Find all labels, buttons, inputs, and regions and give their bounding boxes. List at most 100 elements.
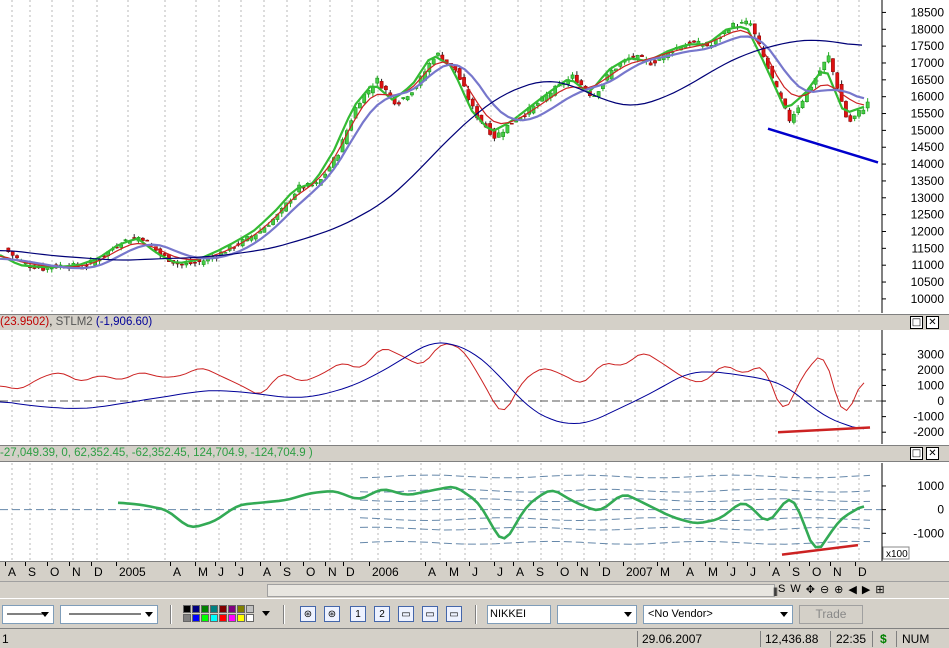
palette-swatch[interactable] [201, 605, 209, 613]
toolbar-separator [475, 605, 477, 624]
date-axis-label: D [858, 565, 867, 579]
zoom-in-icon[interactable]: ⊕ [834, 584, 844, 596]
candle-up [570, 74, 575, 79]
status-divider [896, 631, 897, 647]
indicator1-restore-button[interactable]: □ [910, 316, 923, 329]
ind1-y-tick-label: 2000 [917, 363, 944, 377]
candle-up [314, 182, 319, 185]
date-axis-label: N [580, 565, 589, 579]
date-axis-tick [170, 562, 171, 566]
candle-up [861, 109, 866, 115]
palette-swatch[interactable] [192, 605, 200, 613]
palette-swatch[interactable] [183, 614, 191, 622]
window-1-icon[interactable]: 1 [350, 606, 366, 622]
date-axis-tick [5, 562, 6, 566]
ind2-band-line [359, 488, 871, 493]
layout-icon[interactable]: ▭ [422, 606, 438, 622]
trade-button[interactable]: Trade [799, 605, 863, 624]
zoom-out-icon[interactable]: ⊖ [819, 584, 830, 596]
date-axis-label: N [72, 565, 81, 579]
date-axis-tick [91, 562, 92, 566]
date-axis-label: J [497, 565, 503, 579]
ind2-band-line [359, 517, 871, 522]
chart-properties-icon[interactable]: ⊛ [300, 606, 316, 622]
vendor-select[interactable]: <No Vendor> [643, 605, 793, 624]
candle-down [848, 115, 853, 122]
layout-icon[interactable]: ▭ [446, 606, 462, 622]
scale-s-button[interactable]: S [778, 583, 786, 595]
date-axis-label: A [263, 565, 272, 579]
date-axis-tick [325, 562, 326, 566]
layout-icon[interactable]: ▭ [398, 606, 414, 622]
pan-icon[interactable]: ✥ [805, 584, 815, 596]
moving-average-fast-line [0, 25, 865, 268]
scroll-left-icon[interactable]: ◀ [848, 584, 857, 596]
color-dropdown[interactable] [252, 605, 274, 624]
date-axis-tick [557, 562, 558, 566]
date-axis-tick [513, 562, 514, 566]
long-average-line [0, 39, 863, 261]
date-axis-tick [789, 562, 790, 566]
candle-down [15, 255, 19, 259]
date-axis-tick [446, 562, 447, 566]
status-date: 29.06.2007 [642, 632, 703, 646]
ind2-trendline [781, 543, 859, 556]
palette-swatch[interactable] [219, 605, 227, 613]
horizontal-scrollbar[interactable]: ||| [267, 584, 778, 597]
status-bar: 1 29.06.2007 12,436.88 22:35 $ NUM [0, 628, 949, 648]
line-style-select[interactable] [60, 605, 158, 624]
price-chart-pane[interactable]: 18500 18000 17500 17000 16500 16000 15500 15000… [0, 0, 949, 313]
date-axis-label: D [346, 565, 355, 579]
palette-swatch[interactable] [228, 605, 236, 613]
palette-swatch[interactable] [210, 614, 218, 622]
palette-swatch[interactable] [246, 614, 254, 622]
color-palette[interactable] [183, 605, 254, 622]
symbol-input[interactable]: NIKKEI [487, 605, 551, 624]
toolbar-separator [283, 605, 285, 624]
scale-w-button[interactable]: W [790, 583, 801, 595]
date-axis-tick [855, 562, 856, 566]
palette-swatch[interactable] [219, 614, 227, 622]
scroll-right-icon[interactable]: ▶ [861, 584, 871, 596]
candle-down [787, 109, 792, 122]
price-y-tick-label: 13000 [911, 191, 945, 205]
candle-down [6, 247, 11, 252]
exchange-select[interactable] [557, 605, 637, 624]
candle-up [739, 22, 744, 24]
palette-swatch[interactable] [237, 614, 245, 622]
palette-swatch[interactable] [183, 605, 191, 613]
candle-up [792, 114, 796, 123]
chart-template-icon[interactable]: ⊛ [324, 606, 340, 622]
grid-icon[interactable]: ⊞ [875, 584, 885, 596]
palette-swatch[interactable] [246, 605, 254, 613]
indicator2-close-button[interactable]: ✕ [926, 447, 939, 460]
palette-swatch[interactable] [192, 614, 200, 622]
price-y-tick-label: 14000 [911, 157, 945, 171]
palette-swatch[interactable] [201, 614, 209, 622]
indicator2-chart[interactable]: 1000 0 -1000 x100 [0, 463, 949, 561]
indicator1-value: (23.9502) [0, 316, 50, 328]
status-divider [637, 631, 638, 647]
date-axis-label: 2006 [372, 565, 399, 579]
indicator2-restore-button[interactable]: □ [910, 447, 923, 460]
candle-up [731, 22, 735, 28]
currency-icon[interactable]: $ [880, 632, 887, 646]
price-chart[interactable]: 18500 18000 17500 17000 16500 16000 15500 15000… [0, 0, 949, 313]
candle-up [323, 173, 328, 178]
ind2-band-line [359, 540, 871, 545]
scale-badge: x100 [886, 549, 908, 560]
candle-up [535, 103, 540, 106]
window-2-icon[interactable]: 2 [374, 606, 390, 622]
candle-down [509, 122, 514, 125]
indicator1-pane[interactable]: 3000 2000 1000 0 -1000 -2000 [0, 330, 949, 444]
palette-swatch[interactable] [228, 614, 236, 622]
indicator2-pane[interactable]: 1000 0 -1000 x100 [0, 463, 949, 561]
line-width-select[interactable] [2, 605, 54, 624]
palette-swatch[interactable] [210, 605, 218, 613]
scroll-thumb[interactable]: ||| [773, 586, 778, 596]
indicator1-close-button[interactable]: ✕ [926, 316, 939, 329]
palette-swatch[interactable] [237, 605, 245, 613]
bottom-toolbar: NIKKEI <No Vendor> Trade ⊛ ⊛ 1 2 ▭ ▭ ▭ [0, 598, 949, 628]
price-y-tick-label: 18500 [911, 5, 945, 19]
